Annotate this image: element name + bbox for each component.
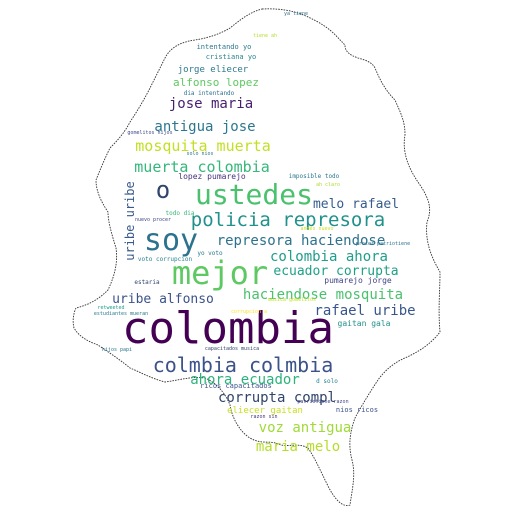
cloud-word: antigua jose <box>154 119 255 135</box>
cloud-word: eliecer gaitan <box>227 406 303 416</box>
cloud-word: musica gomelitos <box>268 297 316 303</box>
cloud-word: dia intentando <box>184 90 235 97</box>
cloud-word: retweeted <box>97 305 124 311</box>
cloud-word: ahora ecuador <box>190 372 300 388</box>
cloud-word: estaria <box>134 279 160 286</box>
cloud-word: intentando yo <box>197 43 252 51</box>
cloud-word: corrupta compl <box>218 390 336 406</box>
cloud-word: voto corrupcion <box>138 256 193 263</box>
cloud-word: colmbia colmbia <box>153 353 334 377</box>
cloud-word: represora haciendose <box>217 233 386 249</box>
cloud-word: policia represora <box>191 209 385 231</box>
cloud-word: hijos papi <box>102 347 132 353</box>
cloud-word: corrupcion a <box>231 309 267 315</box>
cloud-word: o <box>156 176 170 204</box>
cloud-word: ecuador corrupta <box>273 264 398 279</box>
cloud-word: melo rafael <box>313 197 399 212</box>
cloud-word: yo voto <box>197 250 223 257</box>
cloud-word: patriotiene razon <box>297 399 348 405</box>
cloud-word: nuevo procer <box>135 217 171 223</box>
cloud-word: maria melo <box>256 439 340 455</box>
cloud-word: gaitan gala <box>338 319 391 328</box>
cloud-word: solo nios <box>186 151 213 157</box>
cloud-word: uribe uribe <box>123 181 137 260</box>
cloud-word: todo dia <box>166 210 195 217</box>
cloud-word: haciendose mosquita <box>243 287 403 303</box>
cloud-word: capacitados musica <box>205 346 259 352</box>
cloud-word: voz antigua <box>259 420 352 436</box>
cloud-word: lopez pumarejo <box>178 172 246 181</box>
cloud-word: colombia ahora <box>270 249 388 265</box>
cloud-word: procer patriotiene <box>356 241 410 247</box>
cloud-word: estudiantes mueran <box>94 311 148 317</box>
cloud-word: mosquita muerta <box>135 137 270 155</box>
cloud-word: ricos capacitados <box>200 382 272 390</box>
cloud-word: imposible todo <box>289 173 340 180</box>
cloud-word: uribe alfonso <box>112 292 214 307</box>
cloud-word: gomelitos hijos <box>127 130 172 136</box>
cloud-word: mejor <box>172 254 268 292</box>
cloud-word: rafael uribe <box>314 303 415 319</box>
cloud-word: colombia <box>122 303 334 354</box>
cloud-word: ya tiene <box>284 11 308 17</box>
cloud-word: jorge eliecer <box>178 65 249 75</box>
cloud-word: tiene ah <box>253 33 277 39</box>
cloud-word: soy <box>144 223 198 258</box>
cloud-word: d solo <box>316 378 338 385</box>
cloud-word: alfonso lopez <box>173 76 259 89</box>
cloud-word: ustedes <box>195 178 313 211</box>
cloud-word: razon sin <box>250 414 277 420</box>
cloud-word: nios ricos <box>336 406 378 414</box>
cloud-word: cristiana yo <box>206 53 257 61</box>
cloud-word: jose maria <box>169 96 253 112</box>
map-outline <box>72 8 441 506</box>
cloud-word: ah claro <box>316 182 340 188</box>
cloud-word: andes nuevo <box>300 226 333 232</box>
cloud-word: pumarejo jorge <box>324 276 392 285</box>
cloud-word: muerta colombia <box>134 158 269 176</box>
